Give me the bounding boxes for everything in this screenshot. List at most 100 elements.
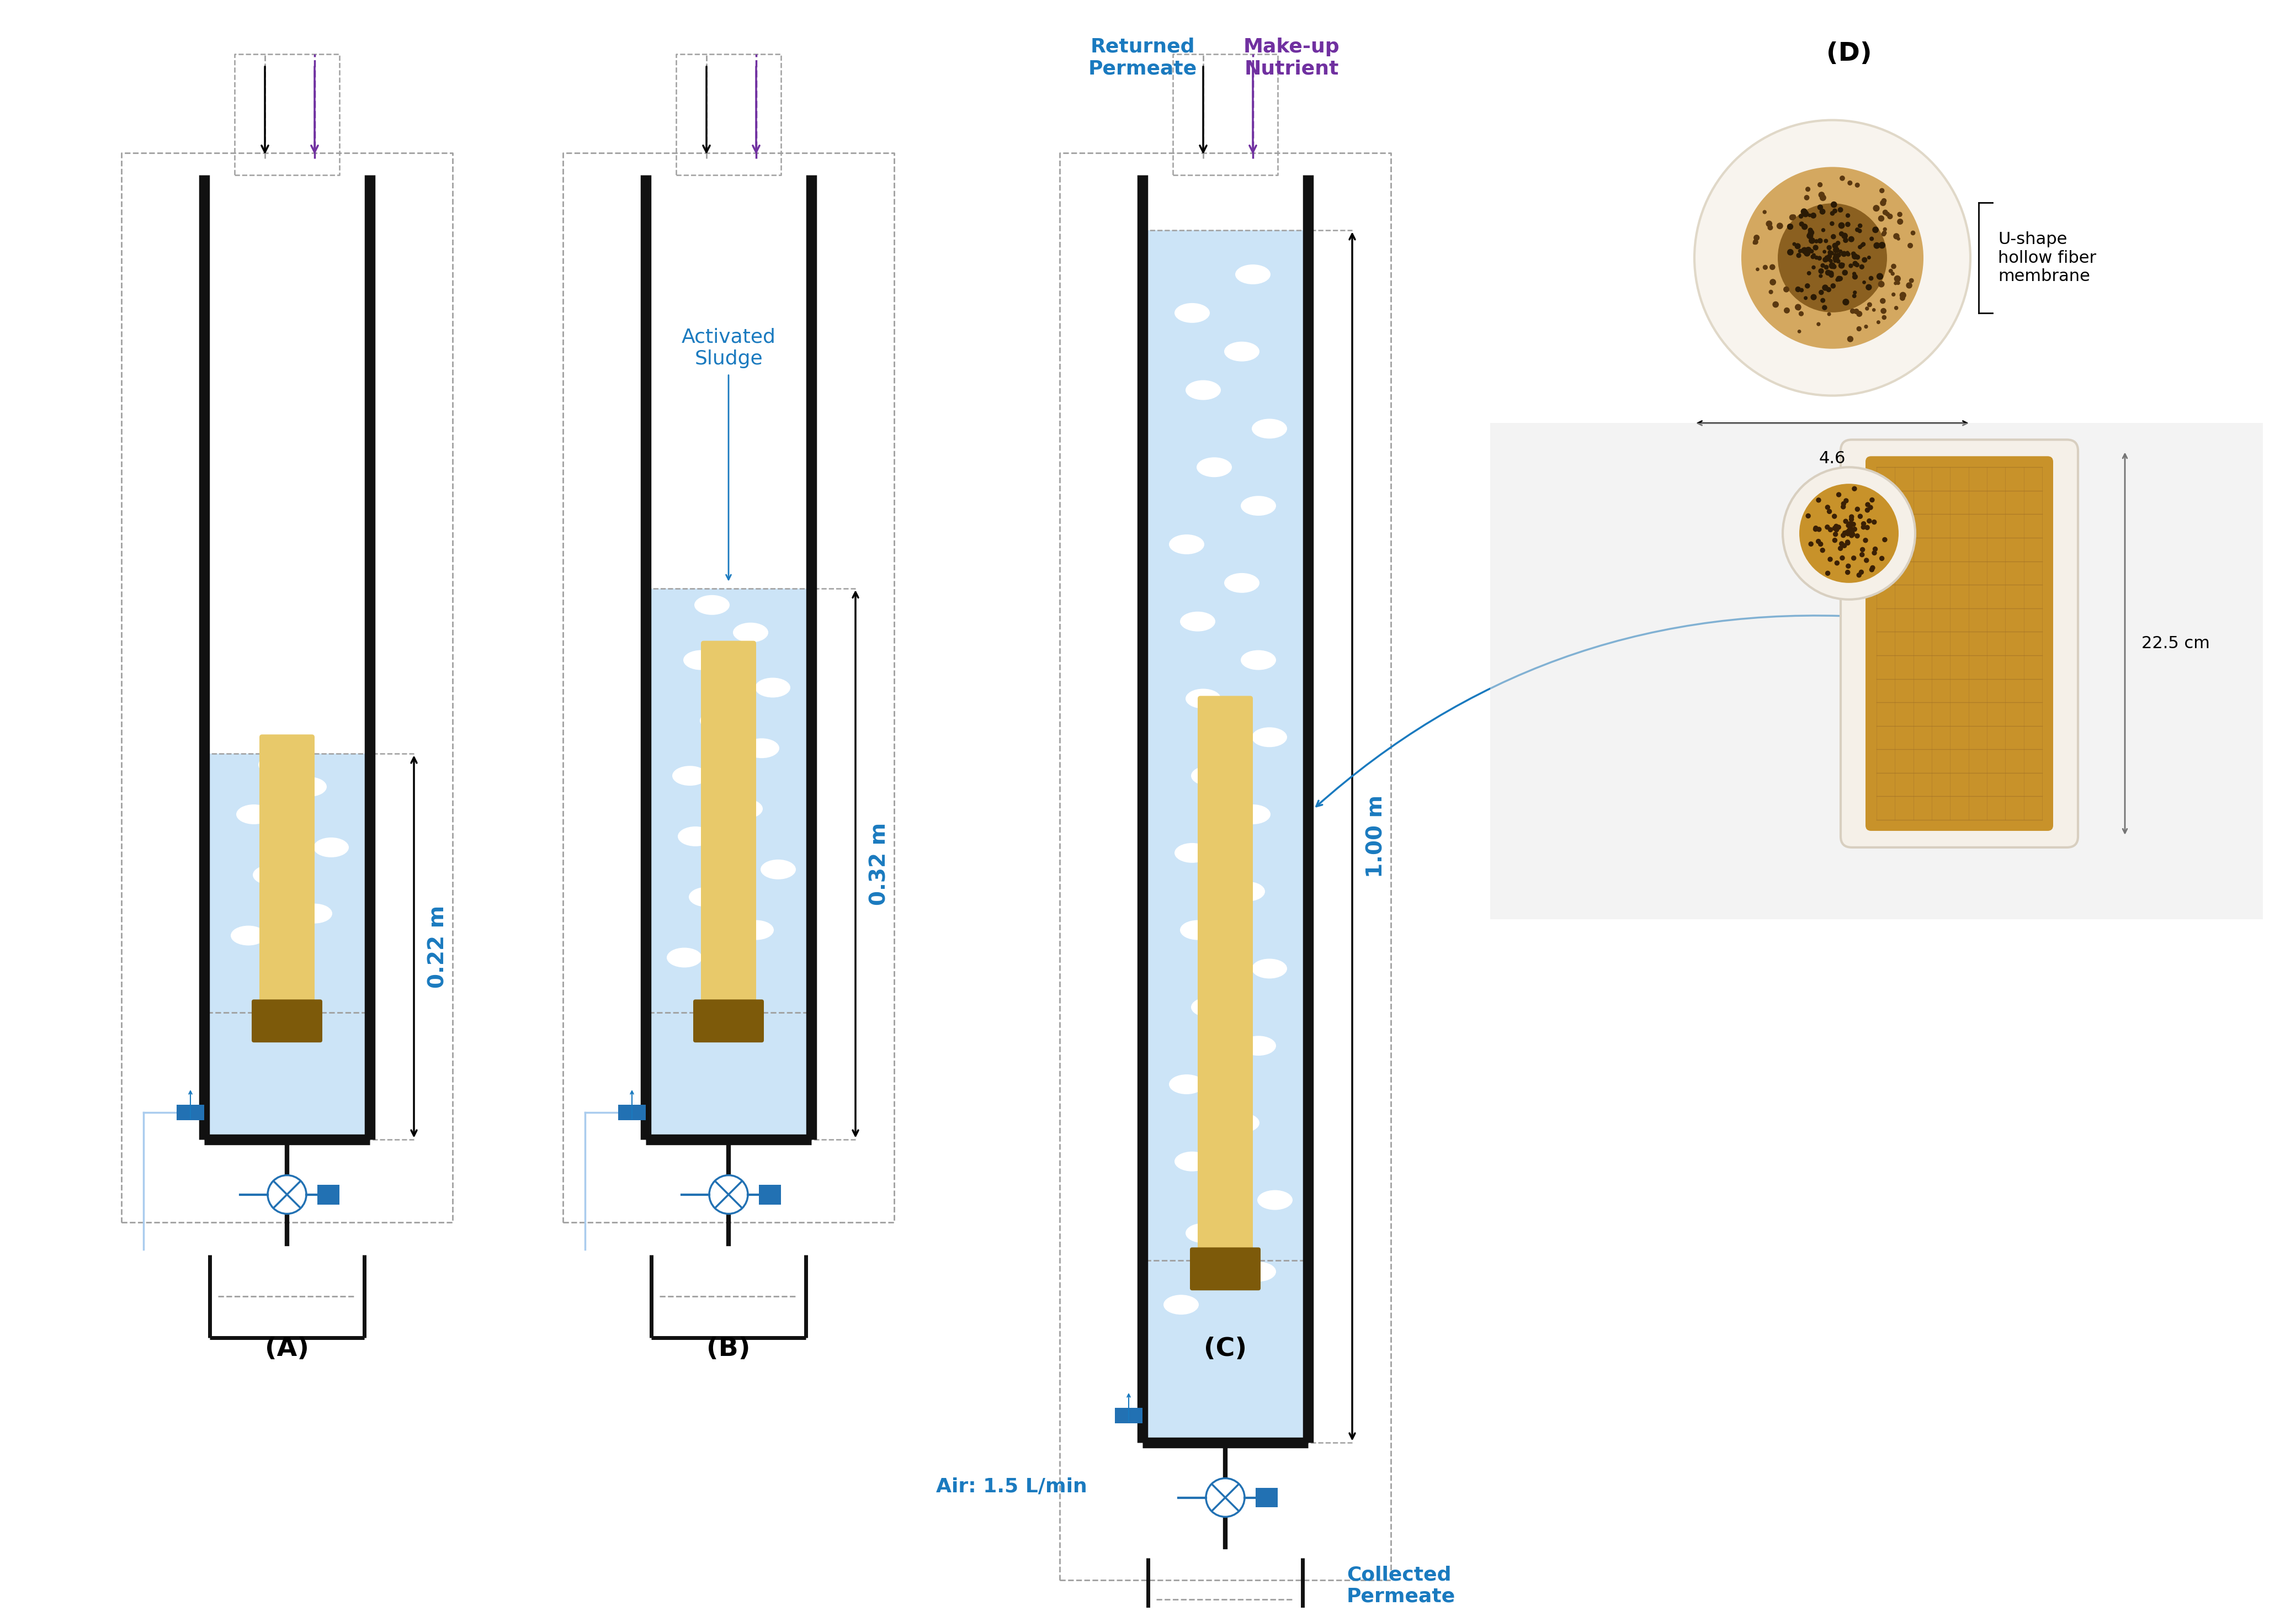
Circle shape	[1910, 279, 1913, 282]
Circle shape	[1880, 188, 1885, 193]
Circle shape	[1795, 287, 1800, 292]
Ellipse shape	[732, 622, 769, 643]
Circle shape	[1793, 243, 1795, 245]
Circle shape	[1830, 222, 1835, 226]
Ellipse shape	[315, 838, 349, 857]
Circle shape	[1830, 211, 1835, 216]
Circle shape	[1876, 321, 1880, 324]
Circle shape	[1837, 253, 1841, 258]
Circle shape	[1883, 230, 1887, 235]
Circle shape	[1844, 498, 1848, 503]
Text: 4.6
cm: 4.6 cm	[1818, 451, 1846, 485]
Text: Returned
Permeate: Returned Permeate	[1088, 37, 1196, 77]
Circle shape	[1825, 506, 1830, 509]
Circle shape	[1837, 259, 1839, 263]
Ellipse shape	[755, 678, 790, 698]
Circle shape	[1818, 192, 1825, 198]
Circle shape	[1878, 282, 1885, 287]
Circle shape	[1694, 121, 1970, 396]
Circle shape	[1809, 214, 1812, 217]
Circle shape	[1828, 527, 1832, 532]
Circle shape	[1818, 274, 1823, 277]
Circle shape	[1805, 284, 1809, 288]
Circle shape	[1874, 243, 1880, 248]
Circle shape	[1883, 232, 1885, 237]
Circle shape	[1828, 255, 1832, 258]
Circle shape	[1766, 221, 1773, 227]
Ellipse shape	[1169, 1075, 1205, 1094]
Circle shape	[1864, 325, 1867, 329]
Bar	[1490, 424, 2264, 918]
Circle shape	[1846, 222, 1851, 227]
Circle shape	[1837, 275, 1841, 282]
Circle shape	[1901, 296, 1906, 300]
Circle shape	[1830, 284, 1835, 288]
Circle shape	[1855, 263, 1860, 267]
FancyBboxPatch shape	[693, 999, 765, 1042]
Circle shape	[1880, 298, 1885, 303]
Circle shape	[1862, 280, 1867, 284]
Circle shape	[1816, 527, 1821, 532]
Circle shape	[1874, 308, 1876, 311]
Circle shape	[1867, 256, 1871, 259]
Circle shape	[1825, 266, 1828, 269]
FancyBboxPatch shape	[1841, 440, 2078, 847]
Text: Activated
Sludge: Activated Sludge	[682, 327, 776, 367]
Circle shape	[1896, 282, 1899, 285]
Circle shape	[1883, 316, 1885, 319]
Circle shape	[1802, 211, 1809, 217]
Circle shape	[1855, 507, 1860, 511]
Circle shape	[1841, 234, 1848, 238]
Circle shape	[1818, 269, 1823, 274]
Ellipse shape	[230, 926, 266, 946]
Circle shape	[1848, 525, 1853, 530]
Circle shape	[1851, 522, 1855, 527]
Circle shape	[1857, 311, 1862, 316]
Circle shape	[1857, 514, 1862, 519]
Ellipse shape	[296, 904, 333, 923]
Circle shape	[1795, 253, 1800, 258]
Circle shape	[1839, 222, 1844, 229]
Circle shape	[1846, 540, 1851, 545]
Circle shape	[1830, 274, 1835, 277]
Bar	[177, 1105, 204, 1120]
FancyBboxPatch shape	[1864, 456, 2053, 831]
Ellipse shape	[1196, 458, 1233, 477]
Circle shape	[1823, 250, 1825, 253]
Bar	[317, 1184, 340, 1205]
Circle shape	[1869, 498, 1874, 503]
Circle shape	[1853, 261, 1857, 266]
Circle shape	[1805, 296, 1807, 300]
Ellipse shape	[728, 799, 762, 818]
Circle shape	[1839, 546, 1844, 551]
Circle shape	[1812, 255, 1814, 259]
Circle shape	[1867, 303, 1871, 306]
Ellipse shape	[1176, 1152, 1210, 1171]
Circle shape	[1798, 306, 1800, 309]
Circle shape	[1816, 498, 1821, 503]
Circle shape	[1805, 250, 1809, 256]
Bar	[204, 754, 370, 1139]
Circle shape	[1846, 541, 1851, 545]
Circle shape	[1867, 519, 1871, 524]
Ellipse shape	[1169, 535, 1205, 554]
Circle shape	[1883, 538, 1887, 541]
Ellipse shape	[1176, 843, 1210, 863]
Circle shape	[1825, 287, 1830, 292]
Circle shape	[1816, 540, 1821, 543]
Circle shape	[1805, 195, 1809, 200]
Text: (B): (B)	[707, 1337, 751, 1361]
Circle shape	[1846, 251, 1848, 255]
Ellipse shape	[292, 777, 326, 797]
Circle shape	[1862, 522, 1867, 525]
Circle shape	[1848, 337, 1853, 342]
Circle shape	[1812, 213, 1816, 217]
Circle shape	[1807, 514, 1812, 519]
Bar	[1116, 1408, 1143, 1423]
Circle shape	[1754, 242, 1756, 245]
Circle shape	[1901, 292, 1906, 298]
FancyBboxPatch shape	[253, 999, 321, 1042]
Circle shape	[1812, 295, 1816, 300]
Circle shape	[1853, 274, 1857, 279]
Circle shape	[1896, 219, 1903, 224]
